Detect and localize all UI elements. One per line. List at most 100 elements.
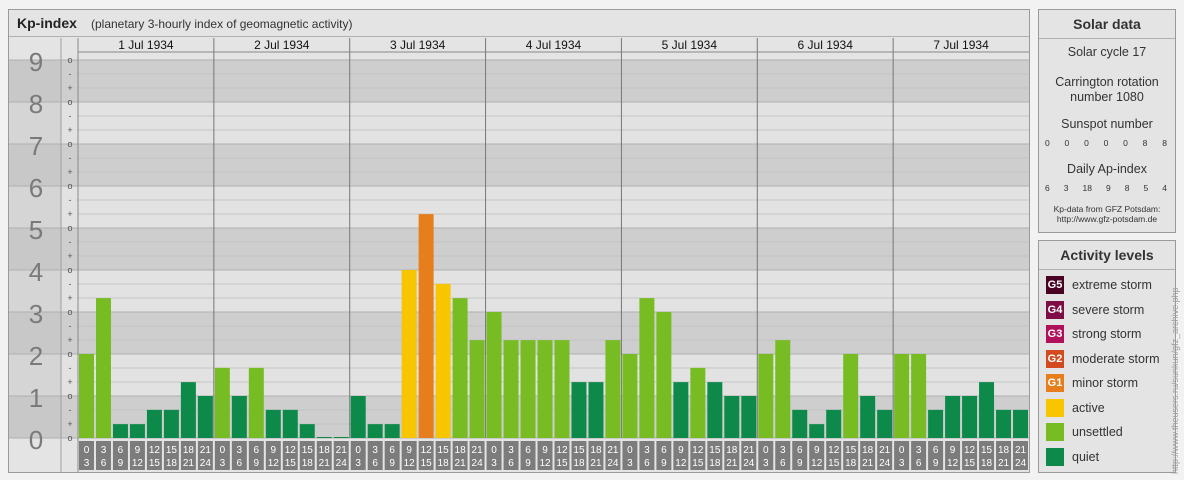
interval-end-label: 6 xyxy=(644,458,650,469)
interval-start-label: 18 xyxy=(998,445,1010,456)
carrington-line-1: Carrington rotation xyxy=(1055,75,1159,89)
interval-end-label: 12 xyxy=(675,458,687,469)
kp-bar xyxy=(639,298,655,438)
interval-start-label: 6 xyxy=(797,445,803,456)
kp-bar xyxy=(809,424,825,438)
interval-box xyxy=(639,441,655,470)
kp-bar xyxy=(401,270,417,438)
legend-swatch xyxy=(1046,423,1064,441)
kp-bar xyxy=(690,367,706,438)
legend-label: unsettled xyxy=(1072,425,1123,439)
minor-tick-label: o xyxy=(67,55,72,65)
interval-end-label: 24 xyxy=(743,458,755,469)
interval-box xyxy=(299,441,315,470)
interval-start-label: 12 xyxy=(692,445,704,456)
interval-start-label: 18 xyxy=(862,445,874,456)
source-link[interactable]: http://www.gfz-potsdam.de xyxy=(1056,214,1158,224)
ap-value: 5 xyxy=(1143,183,1149,193)
divider xyxy=(1039,38,1175,39)
interval-start-label: 3 xyxy=(780,445,786,456)
interval-start-label: 9 xyxy=(542,445,548,456)
kp-bar xyxy=(911,354,927,438)
interval-end-label: 21 xyxy=(998,458,1010,469)
minor-tick-label: + xyxy=(67,167,72,177)
interval-box xyxy=(741,441,757,470)
interval-box xyxy=(622,441,638,470)
minor-tick-label: - xyxy=(69,195,72,205)
minor-tick-label: - xyxy=(69,237,72,247)
kp-bar xyxy=(469,340,485,438)
interval-box xyxy=(282,441,298,470)
kp-bar xyxy=(197,396,213,438)
ap-value: 4 xyxy=(1162,183,1167,193)
interval-box xyxy=(554,441,570,470)
kp-bar xyxy=(367,424,383,438)
legend-label: minor storm xyxy=(1072,376,1138,390)
y-tick-label: 1 xyxy=(29,383,43,413)
kp-bar xyxy=(248,367,264,438)
sunspot-value: 0 xyxy=(1045,138,1050,148)
kp-bar xyxy=(758,354,774,438)
interval-box xyxy=(367,441,383,470)
interval-end-label: 24 xyxy=(1015,458,1027,469)
interval-box xyxy=(401,441,417,470)
interval-start-label: 18 xyxy=(319,445,331,456)
legend-item: G5 extreme storm xyxy=(1046,275,1152,295)
legend-label: moderate storm xyxy=(1072,351,1160,366)
interval-end-label: 21 xyxy=(590,458,602,469)
minor-tick-label: - xyxy=(69,279,72,289)
minor-tick-label: o xyxy=(67,265,72,275)
interval-end-label: 18 xyxy=(166,458,178,469)
interval-end-label: 6 xyxy=(372,458,378,469)
interval-start-label: 9 xyxy=(814,445,820,456)
y-axis-column xyxy=(9,60,61,438)
chart-subtitle: (planetary 3-hourly index of geomagnetic… xyxy=(91,17,353,31)
interval-end-label: 9 xyxy=(661,458,667,469)
interval-box xyxy=(690,441,706,470)
interval-start-label: 15 xyxy=(302,445,314,456)
interval-box xyxy=(605,441,621,470)
interval-start-label: 18 xyxy=(183,445,195,456)
kp-bar xyxy=(656,312,672,438)
solar-data-panel: Solar data Solar cycle 17 Carrington rot… xyxy=(1038,9,1176,233)
interval-box xyxy=(656,441,672,470)
sunspot-value: 8 xyxy=(1142,138,1148,148)
kp-bar xyxy=(214,367,230,438)
kp-bar xyxy=(452,298,468,438)
sunspot-value: 0 xyxy=(1103,138,1109,148)
carrington-line-2: number 1080 xyxy=(1070,90,1144,104)
chart-header: Kp-index (planetary 3-hourly index of ge… xyxy=(9,10,1029,37)
kp-bar xyxy=(333,437,349,438)
interval-end-label: 21 xyxy=(726,458,738,469)
interval-end-label: 6 xyxy=(916,458,922,469)
interval-end-label: 21 xyxy=(183,458,195,469)
minor-tick-label: + xyxy=(67,419,72,429)
interval-box xyxy=(758,441,774,470)
interval-start-label: 12 xyxy=(421,445,433,456)
interval-start-label: 12 xyxy=(149,445,161,456)
interval-start-label: 15 xyxy=(845,445,857,456)
interval-end-label: 18 xyxy=(845,458,857,469)
interval-box xyxy=(826,441,842,470)
interval-end-label: 9 xyxy=(118,458,124,469)
interval-box xyxy=(112,441,128,470)
interval-end-label: 3 xyxy=(899,458,905,469)
interval-start-label: 6 xyxy=(933,445,939,456)
interval-box xyxy=(146,441,162,470)
kp-bar xyxy=(979,382,995,438)
legend-label: active xyxy=(1072,400,1105,415)
kp-bar xyxy=(520,340,536,438)
chart-title: Kp-index xyxy=(17,15,77,31)
minor-tick-label: o xyxy=(67,307,72,317)
y-tick-label: 4 xyxy=(29,257,43,287)
interval-start-label: 18 xyxy=(590,445,602,456)
kp-bar xyxy=(622,354,638,438)
sunspot-value: 0 xyxy=(1084,138,1089,148)
kp-bar xyxy=(418,214,434,438)
legend-swatch: G5 xyxy=(1046,276,1064,294)
solar-data-title: Solar data xyxy=(1073,16,1141,32)
interval-start-label: 0 xyxy=(899,445,905,456)
solar-cycle: Solar cycle 17 xyxy=(1067,45,1147,59)
kp-bar xyxy=(435,283,451,438)
interval-start-label: 6 xyxy=(389,445,395,456)
